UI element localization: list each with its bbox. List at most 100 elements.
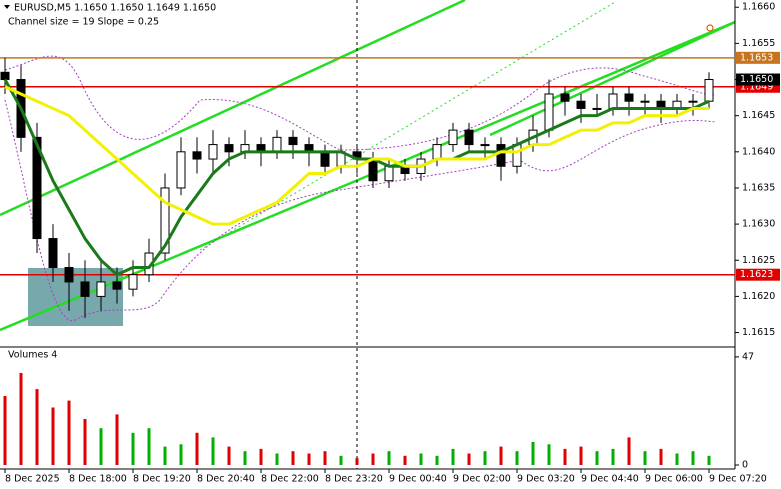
collapse-icon: [4, 5, 10, 9]
volume-bar: [579, 446, 583, 465]
x-tick-label: 8 Dec 2025: [5, 474, 60, 485]
volume-bar: [291, 451, 295, 465]
candle-body: [288, 136, 298, 146]
price-level-tag: [736, 51, 780, 64]
volume-bar: [211, 437, 215, 465]
moving-average: [3, 78, 710, 277]
candle-body: [64, 266, 74, 283]
candle-body: [464, 129, 474, 146]
volume-bar: [243, 451, 247, 465]
candle-body: [368, 158, 378, 182]
volume-bar: [147, 428, 151, 465]
volume-bar: [707, 455, 711, 465]
y-tick-label: 0: [742, 460, 748, 471]
volume-bar: [259, 448, 263, 465]
volume-title: Volumes 4: [8, 350, 57, 361]
candle-body: [448, 129, 458, 146]
last-price-tag: [736, 73, 780, 86]
volume-bar: [163, 446, 167, 465]
x-tick-label: 9 Dec 06:00: [645, 474, 703, 485]
candle-body: [176, 151, 186, 189]
y-tick-label: 1.1625: [742, 255, 775, 266]
volume-bar: [371, 453, 375, 465]
volume-bar: [67, 400, 71, 465]
y-tick-label: 47: [742, 351, 754, 362]
y-tick-label: 1.1640: [742, 146, 775, 157]
candle-body: [272, 136, 282, 153]
volume-bar: [627, 437, 631, 465]
candle-body: [192, 151, 202, 160]
candle-body: [480, 144, 490, 147]
volume-bar: [355, 458, 359, 465]
volume-bar: [659, 448, 663, 465]
price-level-label: 1.1653: [740, 52, 773, 63]
y-tick-label: 1.1630: [742, 219, 775, 230]
candle-body: [512, 144, 522, 167]
volume-bar: [99, 428, 103, 465]
volume-bar: [179, 444, 183, 465]
volume-bar: [307, 453, 311, 465]
x-tick-label: 9 Dec 02:00: [453, 474, 511, 485]
candle-body: [96, 281, 106, 297]
x-tick-label: 8 Dec 19:20: [133, 474, 191, 485]
volume-bar: [435, 455, 439, 465]
channel-line: [489, 20, 736, 137]
candle-body: [624, 93, 634, 102]
envelope-upper: [4, 55, 716, 151]
candle-body: [576, 100, 586, 109]
volume-bar: [115, 414, 119, 465]
candle-body: [544, 93, 554, 131]
candle-body: [208, 144, 218, 160]
volume-bar: [403, 455, 407, 465]
volume-bar: [515, 451, 519, 465]
candle-body: [608, 93, 618, 109]
volume-bar: [643, 451, 647, 465]
candle-body: [704, 79, 714, 102]
candle-body: [128, 274, 138, 290]
symbol-header: EURUSD,M5 1.1650 1.1650 1.1649 1.1650: [14, 3, 216, 14]
volume-bar: [483, 451, 487, 465]
volume-bar: [19, 373, 23, 465]
last-price-label: 1.1650: [740, 74, 773, 85]
candle-body: [320, 151, 330, 167]
candle-body: [496, 144, 506, 167]
volume-bar: [611, 448, 615, 465]
volume-bar: [595, 451, 599, 465]
y-tick-label: 1.1645: [742, 110, 775, 121]
price-level-label: 1.1623: [740, 269, 773, 280]
x-tick-label: 8 Dec 18:00: [69, 474, 127, 485]
highlight-zone: [28, 268, 123, 326]
y-tick-label: 1.1655: [742, 38, 775, 49]
moving-average: [4, 85, 709, 226]
price-level-tag: [736, 268, 780, 281]
volume-bar: [531, 442, 535, 465]
volume-bar: [451, 448, 455, 465]
x-tick-label: 9 Dec 00:40: [389, 474, 447, 485]
volume-bar: [227, 446, 231, 465]
x-tick-label: 8 Dec 23:20: [325, 474, 383, 485]
price-level-label: 1.1649: [740, 81, 773, 92]
volume-bar: [323, 451, 327, 465]
y-tick-label: 1.1615: [742, 327, 775, 338]
volume-bar: [339, 455, 343, 465]
x-tick-label: 8 Dec 22:00: [261, 474, 319, 485]
volume-bar: [499, 446, 503, 465]
candle-body: [688, 100, 698, 103]
volume-bar: [131, 432, 135, 465]
candle-body: [48, 238, 58, 268]
x-tick-label: 8 Dec 20:40: [197, 474, 255, 485]
y-tick-label: 1.1660: [742, 2, 775, 13]
candle-body: [112, 281, 122, 290]
volume-bar: [195, 432, 199, 465]
volume-bar: [83, 419, 87, 465]
x-tick-label: 9 Dec 03:20: [517, 474, 575, 485]
candle-body: [32, 136, 42, 240]
marker: [706, 24, 714, 32]
channel-mid: [199, 1, 616, 251]
volume-bar: [691, 451, 695, 465]
candle-body: [224, 144, 234, 153]
x-tick-label: 9 Dec 07:20: [709, 474, 767, 485]
volume-bar: [563, 448, 567, 465]
candle-body: [384, 165, 394, 182]
